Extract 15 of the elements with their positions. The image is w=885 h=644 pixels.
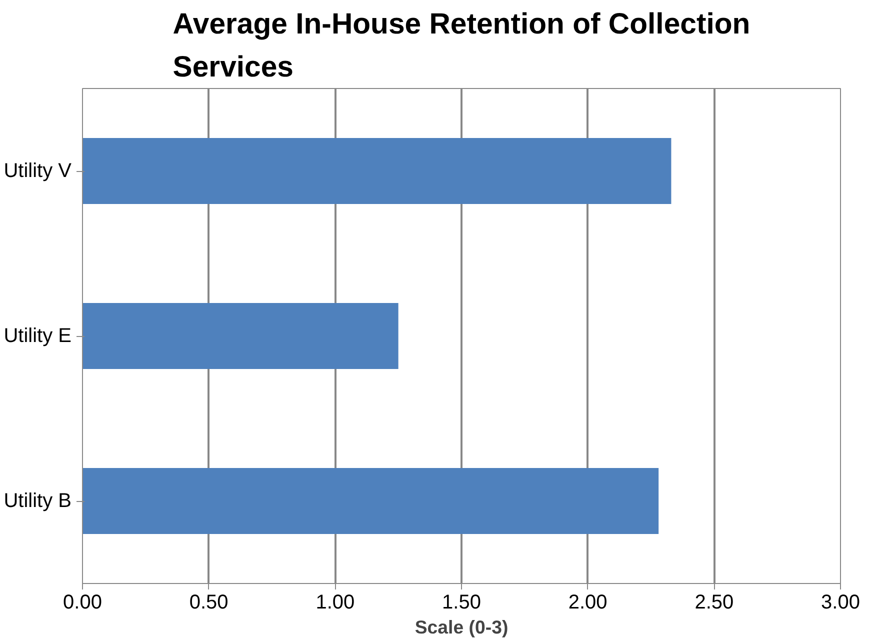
bar: [82, 138, 672, 204]
y-tick-label: Utility E: [4, 325, 72, 347]
x-tick-label: 0.00: [63, 592, 102, 614]
x-tick-label: 1.50: [442, 592, 481, 614]
bar: [82, 468, 659, 534]
x-tick-label: 0.50: [189, 592, 228, 614]
bar: [82, 303, 398, 369]
y-tick-label: Utility V: [4, 160, 72, 182]
chart-title: Average In-House Retention of Collection Services: [172, 8, 750, 84]
x-tick-label: 2.00: [568, 592, 608, 614]
x-axis-title: Scale (0-3): [414, 616, 508, 638]
x-tick-label: 2.50: [694, 592, 734, 614]
x-tick-label: 1.00: [316, 592, 355, 614]
x-tick-label: 3.00: [821, 592, 860, 614]
y-tick-label: Utility B: [4, 490, 72, 512]
